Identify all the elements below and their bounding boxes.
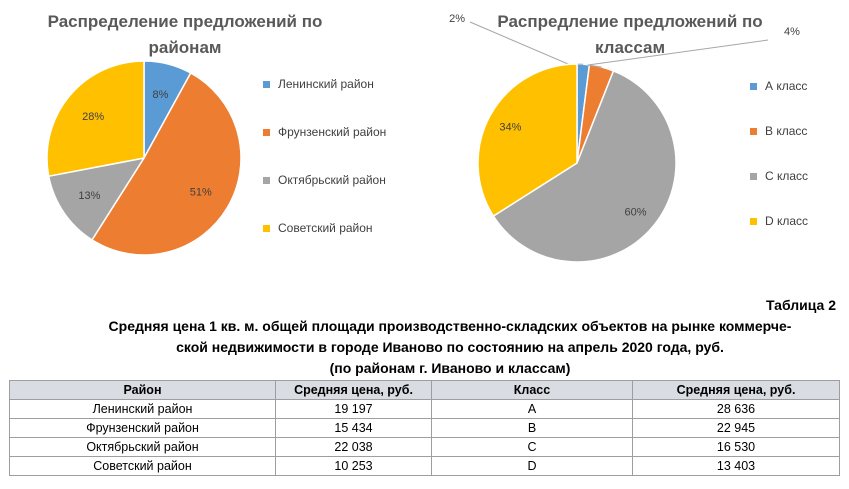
legend-label: А класс bbox=[765, 79, 808, 93]
legend-label: С класс bbox=[765, 169, 809, 183]
data-label: 60% bbox=[625, 206, 647, 218]
table-cell: 22 038 bbox=[275, 437, 432, 457]
table-cell: Советский район bbox=[9, 456, 276, 476]
table-cell: 10 253 bbox=[275, 456, 432, 476]
pie-chart-districts: 8% 51% 13% 28% bbox=[46, 60, 242, 256]
data-label: 8% bbox=[152, 89, 168, 101]
data-label: 28% bbox=[82, 111, 104, 123]
table-row: Фрунзенский район 15 434 В 22 945 bbox=[9, 418, 840, 438]
table-header-row: Район Средняя цена, руб. Класс Средняя ц… bbox=[9, 380, 840, 400]
leader-line bbox=[587, 39, 769, 68]
leader-line bbox=[469, 21, 584, 65]
legend-label: Ленинский район bbox=[278, 77, 374, 91]
data-label: 2% bbox=[449, 13, 465, 25]
table-cell: D bbox=[431, 456, 633, 476]
table-row: Советский район 10 253 D 13 403 bbox=[9, 456, 840, 476]
legend-swatch bbox=[263, 128, 270, 136]
legend-label: Октябрьский район bbox=[278, 173, 386, 187]
chart-title-districts: Распределение предложений по районам bbox=[47, 12, 323, 57]
data-label: 13% bbox=[78, 190, 100, 202]
legend-label: Фрунзенский район bbox=[278, 125, 387, 139]
data-label: 4% bbox=[784, 26, 800, 38]
pie-slice bbox=[477, 63, 578, 218]
table-cell: 28 636 bbox=[632, 399, 840, 419]
legend-item: Ленинский район bbox=[263, 77, 374, 91]
pie-slice bbox=[492, 69, 677, 263]
data-label: 34% bbox=[499, 121, 521, 133]
pie-slice bbox=[46, 60, 145, 178]
legend-item: D класс bbox=[750, 214, 808, 228]
pie-chart-classes: 2% 4% 60% 34% bbox=[449, 13, 800, 263]
legend-label: D класс bbox=[765, 214, 809, 228]
legend-swatch bbox=[263, 224, 270, 232]
table-cell: 16 530 bbox=[632, 437, 840, 457]
legend-swatch bbox=[263, 176, 270, 184]
legend-label: В класс bbox=[765, 124, 808, 138]
table-cell: С bbox=[431, 437, 633, 457]
legend-item: В класс bbox=[750, 124, 807, 138]
header-class: Класс bbox=[431, 380, 633, 400]
table-cell: 19 197 bbox=[275, 399, 432, 419]
table-cell: 13 403 bbox=[632, 456, 840, 476]
caption-line: (по районам г. Иваново и классам) bbox=[329, 360, 571, 376]
legend-swatch bbox=[750, 82, 757, 90]
header-price: Средняя цена, руб. bbox=[632, 380, 840, 400]
table-cell: В bbox=[431, 418, 633, 438]
table-cell: 15 434 bbox=[275, 418, 432, 438]
legend-item: С класс bbox=[750, 169, 808, 183]
header-district: Район bbox=[9, 380, 276, 400]
legend-swatch bbox=[750, 172, 757, 180]
data-label: 51% bbox=[190, 187, 212, 199]
pie-slice bbox=[47, 156, 146, 241]
legend-swatch bbox=[750, 127, 757, 135]
legend-label: Советский район bbox=[278, 221, 373, 235]
price-table: Район Средняя цена, руб. Класс Средняя ц… bbox=[9, 380, 840, 476]
caption-line: Средняя цена 1 кв. м. общей площади прои… bbox=[108, 318, 792, 334]
table-cell: Октябрьский район bbox=[9, 437, 276, 457]
legend-swatch bbox=[263, 80, 270, 88]
legend-item: Фрунзенский район bbox=[263, 125, 386, 139]
table-caption: Средняя цена 1 кв. м. общей площади прои… bbox=[60, 316, 840, 379]
pie-slice bbox=[90, 71, 242, 256]
legend-item: Октябрьский район bbox=[263, 173, 386, 187]
legend-swatch bbox=[750, 217, 757, 225]
header-price: Средняя цена, руб. bbox=[275, 380, 432, 400]
table-cell: А bbox=[431, 399, 633, 419]
table-row: Ленинский район 19 197 А 28 636 bbox=[9, 399, 840, 419]
caption-line: ской недвижимости в городе Иваново по со… bbox=[176, 339, 724, 355]
table-cell: Ленинский район bbox=[9, 399, 276, 419]
legend-item: А класс bbox=[750, 79, 807, 93]
legend-item: Советский район bbox=[263, 221, 373, 235]
chart-title-classes: Распредление предложений по классам bbox=[497, 12, 763, 57]
table-cell: 22 945 bbox=[632, 418, 840, 438]
table-number: Таблица 2 bbox=[765, 297, 836, 313]
table-cell: Фрунзенский район bbox=[9, 418, 276, 438]
table-row: Октябрьский район 22 038 С 16 530 bbox=[9, 437, 840, 457]
